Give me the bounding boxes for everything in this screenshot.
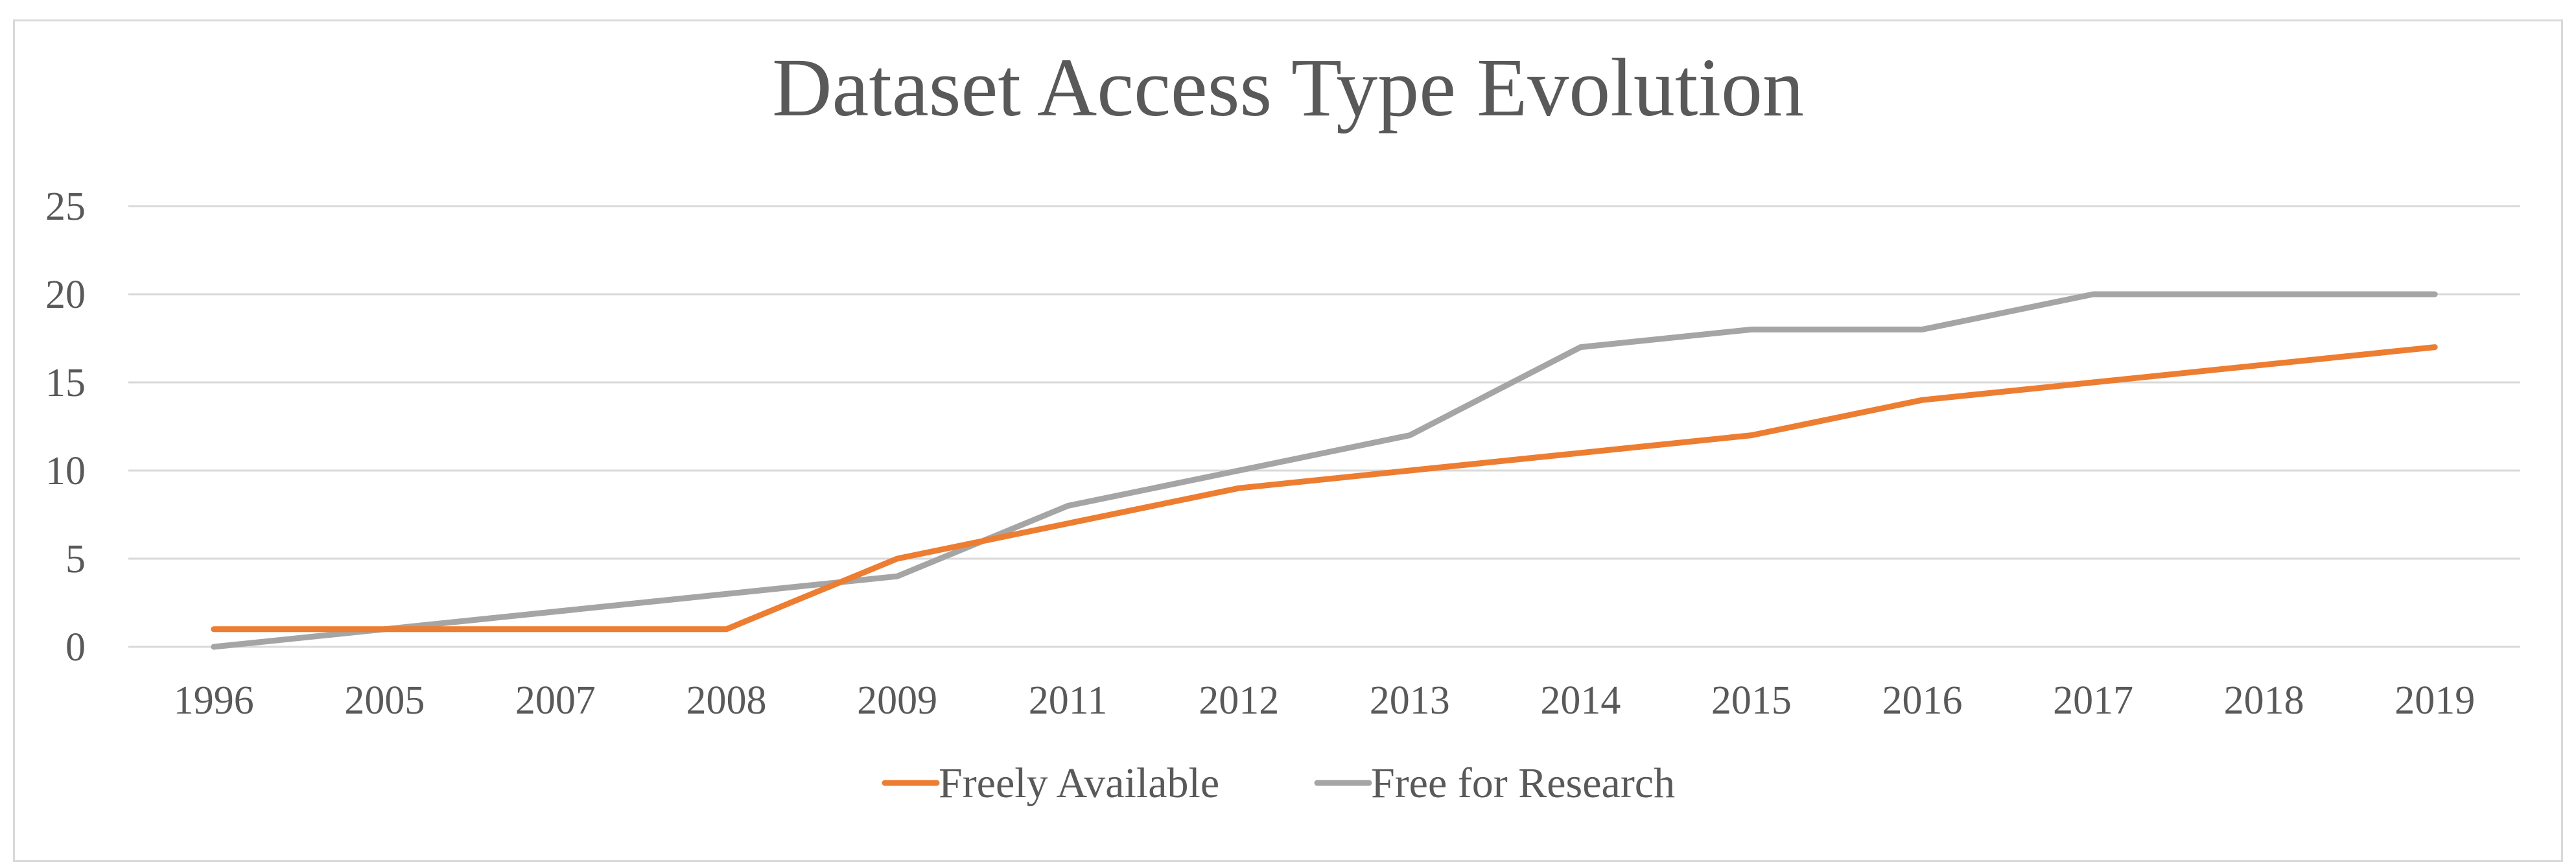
x-tick-label: 1996 [174, 679, 254, 723]
y-tick-label: 20 [45, 273, 86, 317]
x-tick-label: 2011 [1029, 679, 1108, 723]
legend-label: Freely Available [939, 760, 1219, 807]
x-tick-label: 2012 [1199, 679, 1279, 723]
x-tick-label: 2014 [1540, 679, 1621, 723]
x-tick-label: 2015 [1711, 679, 1792, 723]
x-tick-label: 2018 [2224, 679, 2304, 723]
y-tick-label: 25 [45, 185, 86, 229]
x-tick-label: 2007 [515, 679, 596, 723]
series-line-freely-available [214, 347, 2435, 629]
y-axis-ticks: 0 5 10 15 20 25 [45, 185, 86, 670]
y-tick-label: 0 [65, 625, 86, 670]
chart-title: Dataset Access Type Evolution [772, 41, 1804, 134]
x-axis-ticks: 1996 2005 2007 2008 2009 2011 2012 2013 2014 2015… [174, 679, 2475, 723]
x-tick-label: 2019 [2395, 679, 2475, 723]
y-tick-label: 5 [65, 537, 86, 581]
gridlines [128, 206, 2520, 647]
x-tick-label: 2017 [2053, 679, 2133, 723]
x-tick-label: 2016 [1882, 679, 1963, 723]
x-tick-label: 2005 [344, 679, 425, 723]
x-tick-label: 2013 [1370, 679, 1450, 723]
legend: Freely Available Free for Research [885, 760, 1675, 807]
x-tick-label: 2009 [857, 679, 937, 723]
y-tick-label: 15 [45, 361, 86, 405]
x-tick-label: 2008 [686, 679, 767, 723]
legend-label: Free for Research [1371, 760, 1675, 807]
y-tick-label: 10 [45, 449, 86, 493]
